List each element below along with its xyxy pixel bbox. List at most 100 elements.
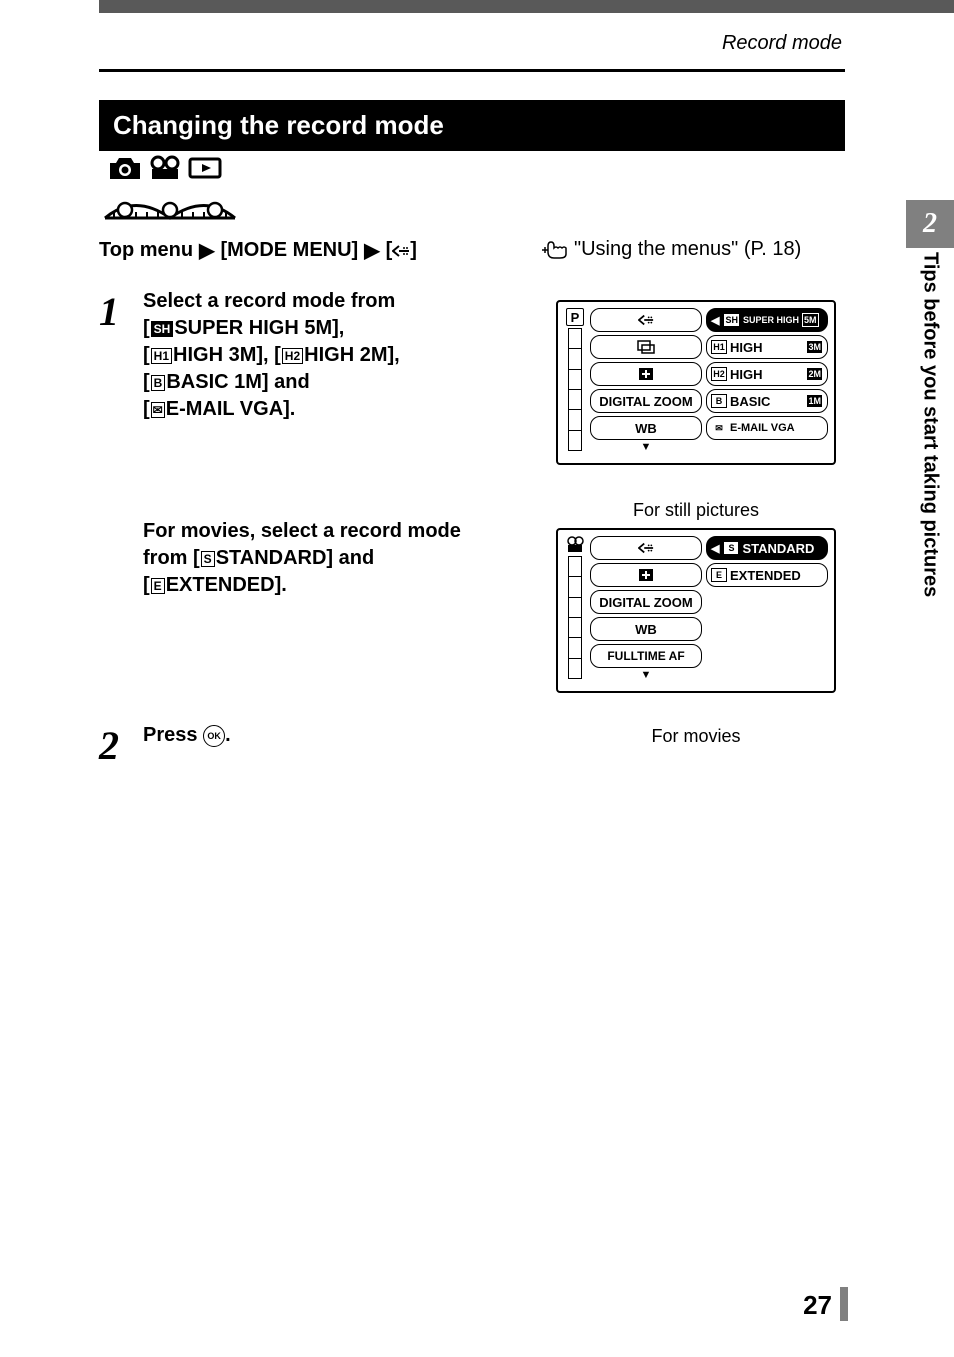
movie-mode-icon [566, 536, 584, 554]
menu-item[interactable]: DIGITAL ZOOM [590, 590, 702, 614]
menu-option[interactable]: BBASIC1M [706, 389, 828, 413]
reference-text: "Using the menus" (P. 18) [574, 238, 801, 261]
menu-left-rail: P [564, 308, 586, 451]
menu-item[interactable]: WB [590, 617, 702, 641]
top-bar [99, 0, 954, 13]
chapter-number: 2 [906, 200, 954, 248]
triangle-icon: ▶ [364, 238, 379, 263]
scroll-down-icon[interactable]: ▼ [590, 671, 702, 679]
scroll-down-icon[interactable]: ▼ [590, 443, 702, 451]
menu-item[interactable]: WB [590, 416, 702, 440]
e-icon: E [151, 578, 165, 594]
t: STANDARD] and [216, 547, 375, 569]
step-movies: For movies, select a record mode from [S… [99, 518, 461, 599]
t: [ [143, 398, 150, 420]
sq: SH [723, 313, 740, 327]
menu-option[interactable]: EEXTENDED [706, 563, 828, 587]
t: For movies, select a record mode [143, 520, 461, 542]
suffix: 2M [806, 367, 823, 381]
t: STANDARD [742, 541, 814, 556]
tab-ladder [568, 556, 582, 679]
menu-left-rail [564, 536, 586, 679]
menu-movie-caption: For movies [556, 726, 836, 747]
menu-item[interactable]: DIGITAL ZOOM [590, 389, 702, 413]
breadcrumb-quality: [] [386, 239, 417, 262]
t: SUPER HIGH [743, 315, 799, 325]
t: HIGH [730, 340, 763, 355]
sq: S [723, 541, 739, 555]
step-2-text: Press OK. [143, 722, 231, 749]
t: E-MAIL VGA [730, 422, 795, 434]
cross-reference: "Using the menus" (P. 18) [540, 238, 801, 261]
menu-option[interactable]: H2HIGH 2M [706, 362, 828, 386]
suffix: 3M [806, 340, 823, 354]
step-1: 1 Select a record mode from [SHSUPER HIG… [99, 288, 400, 423]
sh-icon: SH [151, 321, 174, 337]
breadcrumb: Top menu ▶ [MODE MENU] ▶ [] [99, 238, 417, 263]
t: [ [143, 317, 150, 339]
t: SUPER HIGH 5M], [174, 317, 344, 339]
menu-movie: DIGITAL ZOOM WB FULLTIME AF ▼ ◀SSTANDARD… [556, 528, 836, 693]
t: [ [143, 344, 150, 366]
step-2: 2 Press OK. [99, 722, 231, 769]
side-tab: 2 Tips before you start taking pictures [906, 200, 954, 670]
h2-icon: H2 [282, 348, 303, 364]
sq: H2 [711, 367, 727, 381]
b-icon: B [151, 375, 166, 391]
mail-icon: ✉ [151, 402, 165, 418]
t: . [225, 724, 231, 746]
t: HIGH [730, 367, 763, 382]
h1-icon: H1 [151, 348, 172, 364]
suffix: 5M [802, 313, 819, 327]
menu-right-column: ◀SSTANDARD EEXTENDED [706, 536, 828, 679]
suffix: 1M [806, 394, 823, 408]
t: HIGH 3M], [ [173, 344, 281, 366]
t: Select a record mode from [143, 290, 395, 312]
step-number: 1 [99, 288, 143, 335]
play-icon [188, 155, 222, 181]
menu-item[interactable] [590, 536, 702, 560]
header-rule [99, 69, 845, 72]
menu-item[interactable] [590, 335, 702, 359]
mail-icon: ✉ [711, 421, 727, 435]
page-title: Changing the record mode [99, 100, 845, 151]
menu-item[interactable] [590, 563, 702, 587]
camera-icon [108, 155, 142, 181]
page-number: 27 [803, 1290, 832, 1321]
step-number: 2 [99, 722, 143, 769]
menu-option[interactable]: H1HIGH 3M [706, 335, 828, 359]
menu-item[interactable]: FULLTIME AF [590, 644, 702, 668]
t: HIGH 2M], [304, 344, 400, 366]
s-icon: S [201, 551, 215, 567]
t: [ [143, 371, 150, 393]
ok-button-icon: OK [203, 725, 225, 747]
mode-icons-row [108, 155, 222, 181]
hand-pointer-icon [540, 240, 570, 260]
t: Press [143, 724, 203, 746]
menu-right-column: ◀SHSUPER HIGH5M H1HIGH 3M H2HIGH 2M BBASIC… [706, 308, 828, 451]
t: BASIC 1M] and [166, 371, 309, 393]
sq: B [711, 394, 727, 408]
menu-option[interactable]: ◀SHSUPER HIGH5M [706, 308, 828, 332]
mode-badge: P [566, 308, 584, 326]
t: E-MAIL VGA]. [166, 398, 296, 420]
section-label: Record mode [722, 32, 842, 55]
t: from [ [143, 547, 200, 569]
menu-option[interactable]: ✉E-MAIL VGA [706, 416, 828, 440]
sq: E [711, 568, 727, 582]
menu-mid-column: DIGITAL ZOOM WB FULLTIME AF ▼ [590, 536, 702, 679]
t: EXTENDED [730, 568, 801, 583]
triangle-icon: ▶ [199, 238, 214, 263]
menu-option[interactable]: ◀SSTANDARD [706, 536, 828, 560]
movie-icon [148, 155, 182, 181]
step-1-text: Select a record mode from [SHSUPER HIGH … [143, 288, 400, 423]
sq: H1 [711, 340, 727, 354]
breadcrumb-topmenu: Top menu [99, 239, 193, 262]
t: [ [143, 574, 150, 596]
tab-ladder [568, 328, 582, 451]
menu-item[interactable] [590, 362, 702, 386]
t: EXTENDED]. [166, 574, 287, 596]
menu-still-caption: For still pictures [556, 500, 836, 521]
mode-dial-icon [100, 188, 240, 228]
menu-item[interactable] [590, 308, 702, 332]
